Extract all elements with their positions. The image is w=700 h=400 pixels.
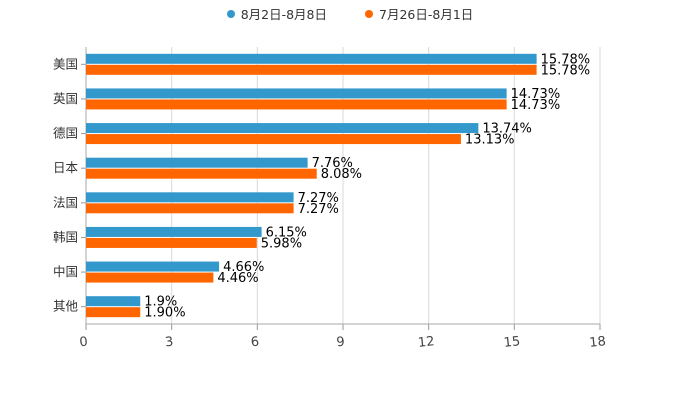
x-tick-label: 6 [250,335,260,351]
data-label: 4.46% [217,271,258,286]
bar-series-1-4[interactable] [86,157,308,168]
data-label: 7.27% [298,191,339,206]
data-label: 13.13% [465,133,515,148]
category-label: 其他 [53,299,79,314]
bar-series-2-8[interactable] [86,307,141,318]
category-label: 韩国 [53,229,78,244]
bar-series-1-7[interactable] [86,261,220,272]
x-tick-label: 3 [164,335,174,351]
data-label: 7.76% [312,156,353,171]
bar-series-2-3[interactable] [86,134,461,145]
bar-series-1-3[interactable] [86,123,479,134]
bar-series-2-6[interactable] [86,237,257,248]
bar-series-1-1[interactable] [86,53,537,64]
bar-series-2-4[interactable] [86,168,317,179]
legend-item-series-2[interactable]: 7月26日-8月1日 [365,4,473,23]
category-label: 英国 [53,91,78,106]
data-label: 7.27% [298,202,339,217]
data-label: 14.73% [511,87,561,102]
data-label: 14.73% [511,98,561,113]
data-label: 1.9% [144,295,177,310]
bar-series-2-5[interactable] [86,203,294,214]
category-label: 美国 [53,56,78,71]
x-tick-label: 0 [79,335,89,351]
legend-label-series-1: 8月2日-8月8日 [240,7,328,22]
data-label: 15.78% [541,52,591,67]
legend-marker-series-2 [365,9,374,18]
bar-series-1-6[interactable] [86,226,262,237]
data-label: 15.78% [541,63,591,78]
bar-series-1-2[interactable] [86,88,507,99]
legend: 8月2日-8月8日 7月26日-8月1日 [0,4,700,23]
category-label: 德国 [53,126,78,141]
legend-marker-series-1 [226,9,235,18]
category-label: 法国 [53,195,78,210]
legend-label-series-2: 7月26日-8月1日 [379,7,474,22]
x-tick-label: 12 [417,334,435,351]
data-label: 4.66% [223,260,264,275]
data-label: 8.08% [321,167,362,182]
x-tick-label: 9 [336,335,346,351]
data-label: 13.74% [482,122,532,137]
bar-series-1-5[interactable] [86,192,294,203]
bar-series-1-8[interactable] [86,296,141,307]
category-label: 中国 [53,264,78,279]
bar-series-2-2[interactable] [86,99,507,110]
bar-series-2-1[interactable] [86,64,537,75]
x-tick-label: 15 [503,334,521,351]
data-label: 6.15% [266,225,307,240]
data-label: 5.98% [261,236,302,251]
legend-item-series-1[interactable]: 8月2日-8月8日 [226,4,328,23]
category-label: 日本 [53,160,79,175]
data-label: 1.90% [144,306,185,321]
x-tick-label: 18 [589,334,607,351]
bar-series-2-7[interactable] [86,272,214,283]
